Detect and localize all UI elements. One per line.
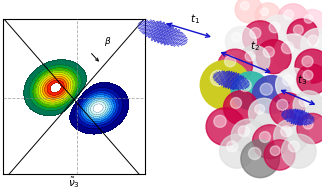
Circle shape xyxy=(295,49,322,83)
Circle shape xyxy=(287,19,318,49)
Circle shape xyxy=(281,126,292,137)
Circle shape xyxy=(289,141,299,152)
Circle shape xyxy=(270,146,280,156)
Circle shape xyxy=(303,119,313,129)
Circle shape xyxy=(225,56,236,67)
Text: $\beta$: $\beta$ xyxy=(104,35,111,48)
Circle shape xyxy=(249,147,261,160)
Circle shape xyxy=(238,126,249,137)
Circle shape xyxy=(210,70,226,86)
Circle shape xyxy=(276,68,310,102)
Text: $t_3$: $t_3$ xyxy=(297,73,307,87)
X-axis label: $\tilde{\nu}_3$: $\tilde{\nu}_3$ xyxy=(68,175,80,189)
Circle shape xyxy=(270,93,305,127)
Circle shape xyxy=(252,125,287,159)
Circle shape xyxy=(304,15,313,23)
Circle shape xyxy=(252,76,291,113)
Circle shape xyxy=(260,83,272,95)
Circle shape xyxy=(232,33,242,42)
Circle shape xyxy=(241,140,279,178)
Circle shape xyxy=(277,99,288,110)
Circle shape xyxy=(301,28,322,62)
Circle shape xyxy=(302,56,313,67)
Circle shape xyxy=(260,132,270,143)
Circle shape xyxy=(293,91,322,121)
Circle shape xyxy=(278,4,308,34)
Circle shape xyxy=(263,46,274,57)
Circle shape xyxy=(297,113,322,144)
Circle shape xyxy=(262,15,297,49)
Circle shape xyxy=(235,0,262,23)
Circle shape xyxy=(239,79,251,91)
Circle shape xyxy=(200,60,251,110)
Circle shape xyxy=(274,119,308,153)
Circle shape xyxy=(284,10,294,19)
Circle shape xyxy=(249,98,279,129)
Circle shape xyxy=(308,35,319,46)
Circle shape xyxy=(299,97,309,106)
Circle shape xyxy=(255,3,280,27)
Circle shape xyxy=(225,26,256,57)
Text: $t_2$: $t_2$ xyxy=(251,39,260,53)
Circle shape xyxy=(281,134,316,168)
Circle shape xyxy=(231,72,270,110)
Circle shape xyxy=(231,119,266,153)
Circle shape xyxy=(250,28,261,39)
Circle shape xyxy=(303,70,313,80)
Circle shape xyxy=(220,134,254,168)
Circle shape xyxy=(214,115,226,127)
Circle shape xyxy=(223,91,258,125)
Circle shape xyxy=(274,34,312,72)
Circle shape xyxy=(227,141,238,152)
Circle shape xyxy=(293,25,303,35)
Circle shape xyxy=(255,104,265,114)
Circle shape xyxy=(264,140,295,170)
Circle shape xyxy=(218,49,252,83)
Circle shape xyxy=(260,8,269,16)
Circle shape xyxy=(245,51,255,61)
Circle shape xyxy=(206,108,245,146)
Circle shape xyxy=(297,64,322,94)
Circle shape xyxy=(243,21,278,55)
Circle shape xyxy=(281,42,294,54)
Circle shape xyxy=(239,45,270,76)
Circle shape xyxy=(231,98,242,108)
Text: $t_1$: $t_1$ xyxy=(190,12,201,26)
Y-axis label: $\tilde{\nu}_1$: $\tilde{\nu}_1$ xyxy=(0,91,3,102)
Circle shape xyxy=(299,9,322,36)
Circle shape xyxy=(241,2,249,10)
Circle shape xyxy=(256,40,291,74)
Circle shape xyxy=(269,22,280,33)
Circle shape xyxy=(283,75,294,86)
